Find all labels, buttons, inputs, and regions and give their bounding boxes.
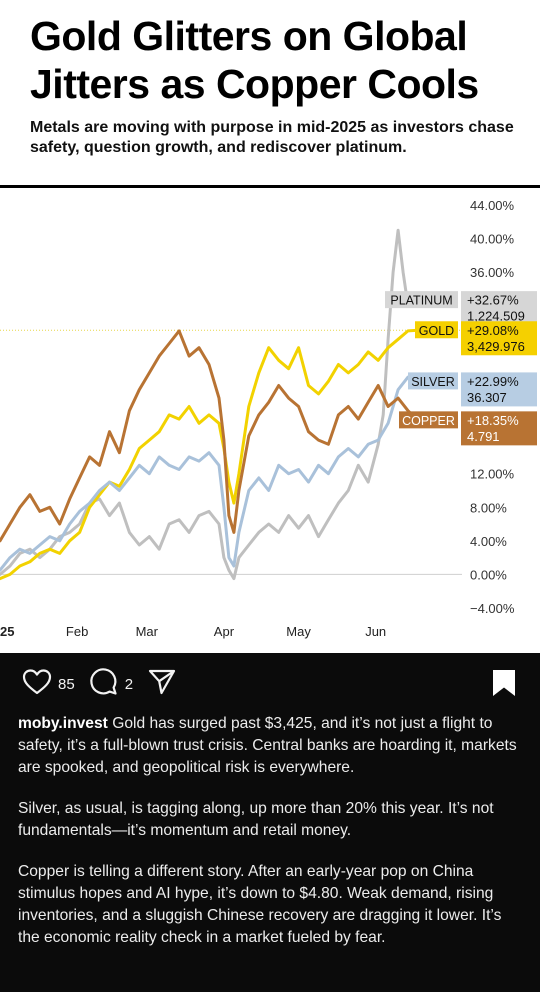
series-name-label: GOLD [419, 324, 454, 338]
y-tick-label: 12.00% [470, 467, 515, 482]
series-change-label: +22.99% [467, 374, 519, 389]
series-change-label: +18.35% [467, 413, 519, 428]
series-line-platinum [0, 228, 420, 581]
series-name-tag-platinum [385, 291, 458, 309]
x-tick-label: Feb [66, 624, 88, 639]
series-price-label: 4.791 [467, 429, 500, 444]
post-panel: 85 2 moby.invest Gold has surged past $3… [0, 653, 540, 992]
caption-paragraph-3: Copper is telling a different story. Aft… [18, 863, 502, 946]
caption-paragraph-1: moby.invest Gold has surged past $3,425,… [18, 713, 523, 779]
series-change-label: +32.67% [467, 293, 519, 308]
series-name-tag-silver [408, 372, 458, 390]
y-tick-label: 40.00% [470, 232, 515, 247]
series-line-gold [0, 328, 420, 581]
series-change-label: +29.08% [467, 323, 519, 338]
comment-count: 2 [124, 675, 134, 693]
x-tick-label: May [286, 624, 311, 639]
series-line-silver [0, 375, 420, 572]
like-count: 85 [58, 675, 75, 693]
metals-line-chart: 44.00% 40.00% 36.00% 12.00% 8.00% 4.00% 0.00% −… [0, 198, 537, 639]
series-price-label: 36.307 [467, 390, 507, 405]
x-tick-label: Apr [214, 624, 235, 639]
username-link[interactable]: moby.invest [18, 715, 108, 732]
series-value-box-copper [461, 411, 537, 446]
caption-paragraph-2: Silver, as usual, is tagging along, up m… [18, 800, 494, 839]
heart-icon[interactable] [22, 668, 52, 701]
series-value-box-silver [461, 372, 537, 407]
x-tick-label: 25 [0, 624, 14, 639]
y-tick-label: 36.00% [470, 265, 515, 280]
bookmark-icon[interactable] [492, 669, 516, 702]
headline: Gold Glitters on Global Jitters as Coppe… [30, 13, 479, 107]
post-caption: moby.invest Gold has surged past $3,425,… [18, 713, 523, 968]
y-tick-label: 44.00% [470, 198, 515, 213]
comment-icon[interactable] [89, 667, 119, 702]
y-tick-label: 4.00% [470, 534, 507, 549]
series-line-copper [0, 329, 420, 543]
series-price-label: 3,429.976 [467, 339, 525, 354]
y-tick-label: 8.00% [470, 500, 507, 515]
series-name-tag-gold [415, 321, 458, 339]
caption-text-1: Gold has surged past $3,425, and it’s no… [18, 715, 517, 776]
x-tick-label: Jun [365, 624, 386, 639]
series-value-box-gold [461, 321, 537, 356]
series-price-label: 1,224.509 [467, 309, 525, 324]
header-divider [0, 185, 540, 188]
series-name-label: PLATINUM [390, 294, 452, 308]
y-tick-label: 0.00% [470, 567, 507, 582]
post-actions: 85 2 [22, 667, 177, 701]
series-name-tag-copper [399, 411, 458, 429]
series-name-label: COPPER [402, 414, 455, 428]
series-value-box-platinum [461, 291, 537, 326]
series-name-label: SILVER [411, 375, 455, 389]
send-icon[interactable] [147, 668, 177, 701]
subheadline: Metals are moving with purpose in mid-20… [30, 119, 514, 156]
y-tick-label: −4.00% [470, 601, 515, 616]
x-tick-label: Mar [136, 624, 159, 639]
